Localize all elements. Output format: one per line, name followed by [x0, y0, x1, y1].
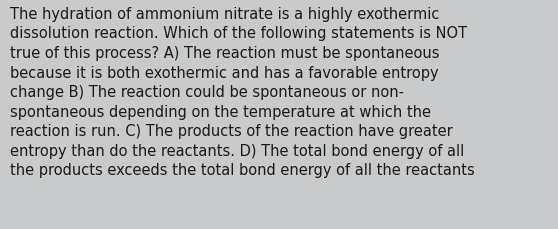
- Text: The hydration of ammonium nitrate is a highly exothermic
dissolution reaction. W: The hydration of ammonium nitrate is a h…: [10, 7, 475, 178]
